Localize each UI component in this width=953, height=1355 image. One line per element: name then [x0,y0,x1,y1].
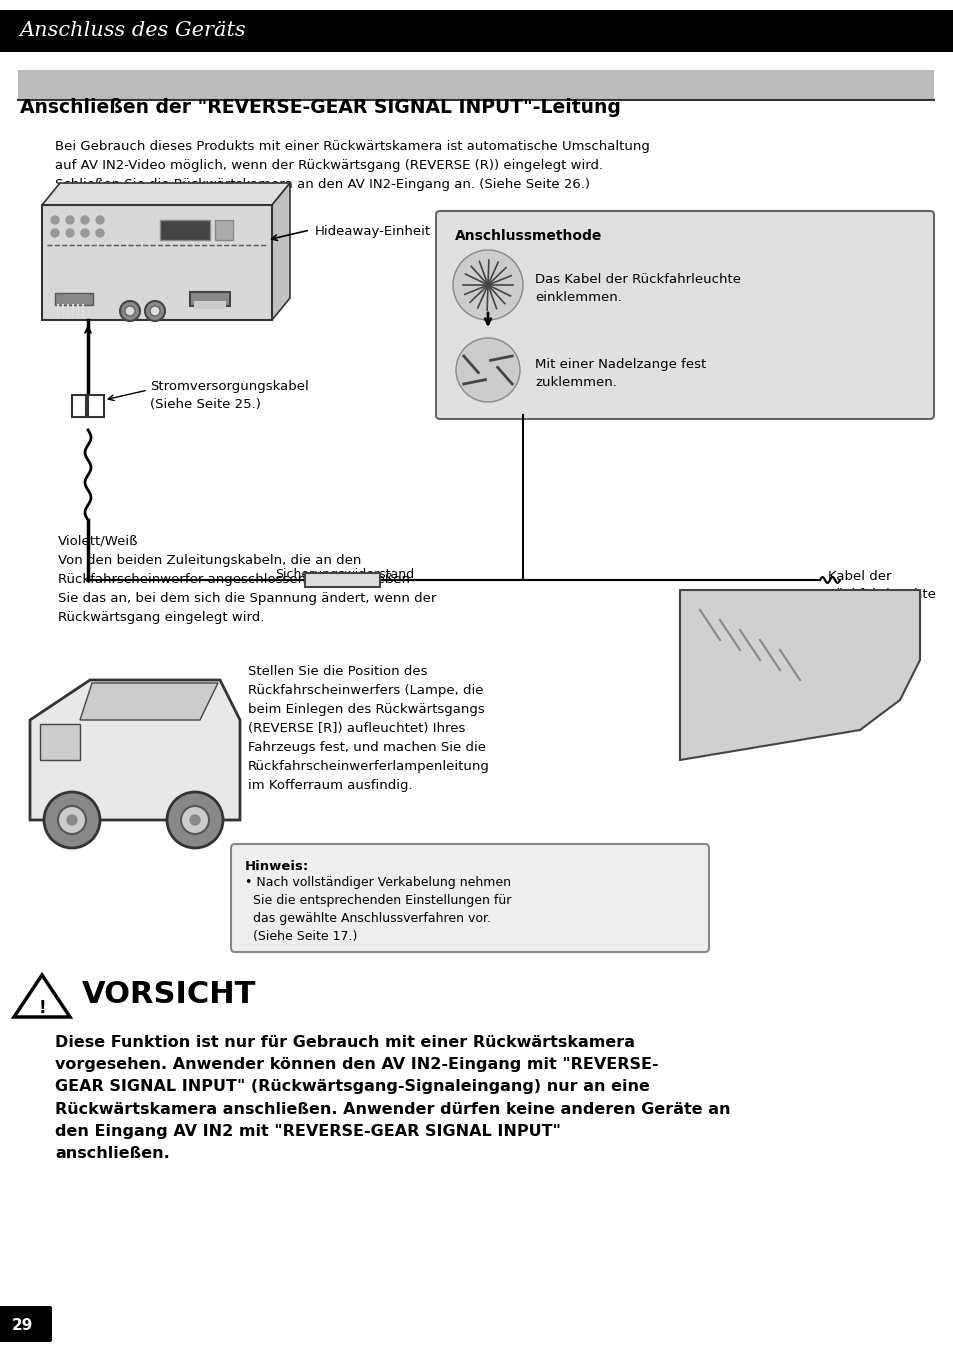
Text: Sicherungswiderstand: Sicherungswiderstand [275,568,415,581]
Circle shape [51,229,59,237]
Text: Bei Gebrauch dieses Produkts mit einer Rückwärtskamera ist automatische Umschalt: Bei Gebrauch dieses Produkts mit einer R… [55,140,649,191]
Bar [305,573,379,587]
Text: Anschluss des Geräts: Anschluss des Geräts [20,22,247,41]
Circle shape [66,215,74,224]
Text: • Nach vollständiger Verkabelung nehmen
  Sie die entsprechenden Einstellungen f: • Nach vollständiger Verkabelung nehmen … [245,875,511,943]
Text: 29: 29 [11,1317,32,1332]
Text: Anschließen der "REVERSE-GEAR SIGNAL INPUT"-Leitung: Anschließen der "REVERSE-GEAR SIGNAL INP… [20,98,620,117]
Polygon shape [80,683,218,720]
Circle shape [81,229,89,237]
Circle shape [96,229,104,237]
Bar [160,220,210,240]
Text: Das Kabel der Rückfahrleuchte
einklemmen.: Das Kabel der Rückfahrleuchte einklemmen… [535,272,740,304]
Circle shape [150,306,160,316]
Text: Violett/Weiß
Von den beiden Zuleitungskabeln, die an den
Rückfahrscheinwerfer an: Violett/Weiß Von den beiden Zuleitungska… [58,535,436,625]
Circle shape [145,301,165,321]
Polygon shape [272,183,290,320]
Text: VORSICHT: VORSICHT [82,980,256,1009]
Polygon shape [42,183,290,205]
Polygon shape [679,589,919,760]
Circle shape [456,337,519,402]
Text: Stellen Sie die Position des
Rückfahrscheinwerfers (Lampe, die
beim Einlegen des: Stellen Sie die Position des Rückfahrsch… [248,665,489,793]
Bar [42,205,272,320]
Circle shape [67,814,77,825]
Circle shape [120,301,140,321]
Bar [88,396,104,417]
Circle shape [453,251,522,320]
Text: Anschlussmethode: Anschlussmethode [455,229,601,243]
Bar [0,9,953,51]
FancyBboxPatch shape [436,211,933,419]
Polygon shape [30,680,240,820]
Text: Hideaway-Einheit: Hideaway-Einheit [314,225,431,238]
Text: Diese Funktion ist nur für Gebrauch mit einer Rückwärtskamera
vorgesehen. Anwend: Diese Funktion ist nur für Gebrauch mit … [55,1035,730,1161]
Bar [214,220,233,240]
FancyBboxPatch shape [0,1306,52,1341]
Text: Hinweis:: Hinweis: [245,860,309,873]
Text: !: ! [38,999,46,1018]
Circle shape [51,215,59,224]
Circle shape [96,215,104,224]
Circle shape [190,814,200,825]
Bar [193,301,226,309]
Bar [18,70,933,100]
Bar [55,293,92,305]
Circle shape [66,229,74,237]
Circle shape [181,806,209,833]
Bar [71,396,86,417]
Text: Stromversorgungskabel
(Siehe Seite 25.): Stromversorgungskabel (Siehe Seite 25.) [150,379,309,411]
Circle shape [81,215,89,224]
Circle shape [167,793,223,848]
Bar [190,291,230,306]
Circle shape [125,306,135,316]
Polygon shape [40,724,80,760]
Polygon shape [14,976,70,1018]
Text: Mit einer Nadelzange fest
zuklemmen.: Mit einer Nadelzange fest zuklemmen. [535,358,705,389]
Circle shape [58,806,86,833]
Circle shape [44,793,100,848]
FancyBboxPatch shape [231,844,708,953]
Text: Kabel der
Rückfahrleuchte: Kabel der Rückfahrleuchte [827,570,936,602]
